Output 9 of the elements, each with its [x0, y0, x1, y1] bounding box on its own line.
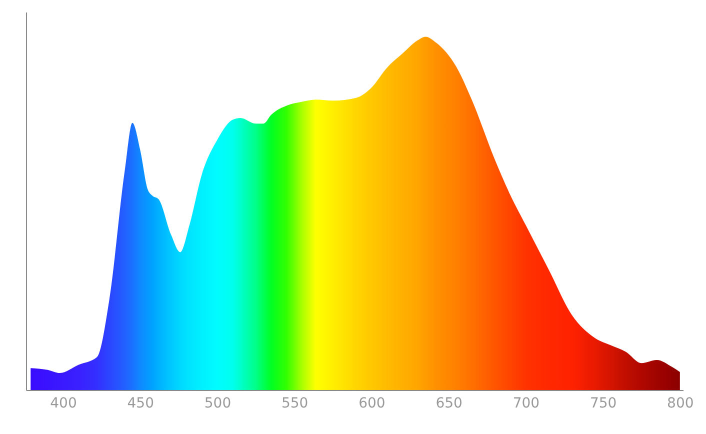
x-tick-label: 600: [358, 396, 386, 412]
x-tick-label: 800: [667, 396, 694, 412]
x-tick-label: 500: [204, 396, 232, 412]
x-tick-label: 400: [50, 396, 77, 412]
x-tick-label: 700: [512, 396, 540, 412]
x-tick-label: 450: [127, 396, 154, 412]
x-tick-label: 550: [281, 396, 308, 412]
x-tick-label: 650: [436, 396, 462, 412]
x-tick-label: 750: [590, 396, 617, 412]
